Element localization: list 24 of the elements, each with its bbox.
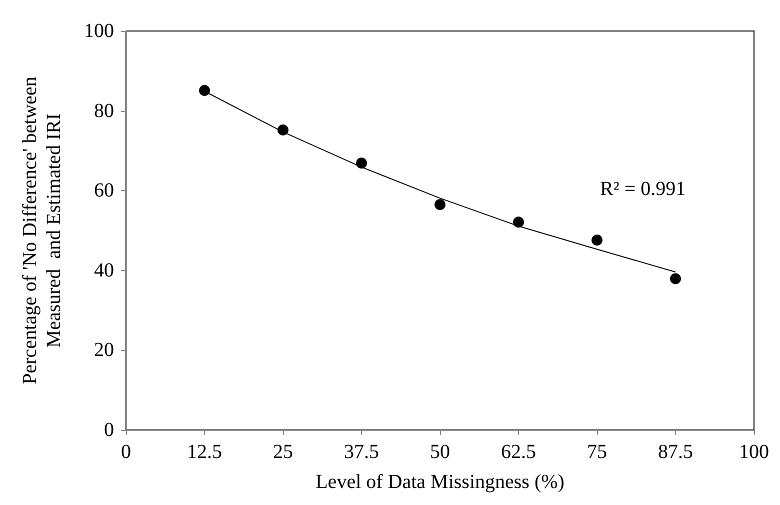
x-tick-label: 37.5 [344,441,379,463]
x-tick-label: 25 [273,441,293,463]
y-tick-label: 40 [94,259,114,282]
y-tick-label: 20 [94,339,114,362]
y-tick-label: 80 [94,100,114,122]
x-axis-title: Level of Data Missingness (%) [316,471,564,493]
y-tick-label: 60 [94,180,114,202]
point [199,84,210,96]
y-axis-title: Percentage of 'No Difference' between Measured and Estimated IRI [19,76,65,384]
x-tick-label: 75 [587,441,607,463]
x-tick-label: 0 [121,441,131,463]
y-tick-label: 0 [104,419,114,441]
x-tick-label: 12.5 [187,441,222,463]
point [592,234,602,246]
annotation: R² = 0.991 [600,178,686,200]
point [356,158,367,169]
x-tick-label: 62.5 [501,441,536,463]
point [513,216,524,228]
x-tick-label: 87.5 [658,441,693,463]
x-tick-label: 100 [739,441,769,463]
point [434,199,446,210]
x-tick-label: 50 [430,441,450,463]
y-tick-label: 100 [84,20,114,42]
point [670,273,681,284]
